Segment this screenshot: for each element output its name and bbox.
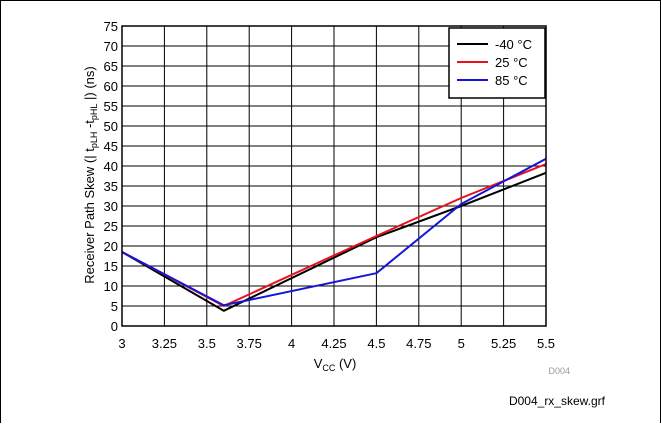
x-tick-label: 5.5 xyxy=(537,336,555,351)
y-tick-label: 0 xyxy=(111,319,118,334)
y-tick-label: 45 xyxy=(104,139,118,154)
figure-file-label: D004_rx_skew.grf xyxy=(509,394,606,408)
y-axis-ticks: 0 5 10 15 20 25 30 35 40 45 50 55 60 65 70 75 xyxy=(104,19,118,334)
x-tick-label: 5.25 xyxy=(491,336,516,351)
y-axis-label: Receiver Path Skew (| tpLH -tpHL |) (ns) xyxy=(82,66,99,284)
x-tick-label: 3 xyxy=(118,336,125,351)
x-tick-label: 4 xyxy=(288,336,295,351)
x-axis-label-main: V xyxy=(314,356,323,371)
y-tick-label: 70 xyxy=(104,39,118,54)
x-tick-label: 5 xyxy=(458,336,465,351)
x-axis-ticks: 3 3.25 3.5 3.75 4 4.25 4.5 4.75 5 5.25 5.5 xyxy=(118,336,555,351)
legend: -40 °C 25 °C 85 °C xyxy=(448,27,546,99)
legend-label: 85 °C xyxy=(495,73,528,88)
y-tick-label: 65 xyxy=(104,59,118,74)
y-tick-label: 55 xyxy=(104,99,118,114)
x-tick-label: 4.75 xyxy=(406,336,431,351)
x-axis-label-unit: (V) xyxy=(335,356,356,371)
x-tick-label: 4.5 xyxy=(367,336,385,351)
y-axis-label-sub2: pHL xyxy=(89,104,99,121)
y-axis-label-pre: Receiver Path Skew (| t xyxy=(82,148,97,284)
x-axis-label: VCC (V) xyxy=(314,356,357,373)
legend-label: 25 °C xyxy=(495,55,528,70)
x-tick-label: 3.5 xyxy=(198,336,216,351)
y-tick-label: 35 xyxy=(104,179,118,194)
figure-code-label: D004 xyxy=(548,366,570,376)
y-axis-label-mid: -t xyxy=(82,120,97,132)
legend-label: -40 °C xyxy=(495,37,532,52)
x-tick-label: 4.25 xyxy=(321,336,346,351)
y-tick-label: 5 xyxy=(111,299,118,314)
y-axis-label-sub1: pLH xyxy=(89,132,99,149)
series-line-2 xyxy=(121,157,547,307)
y-tick-label: 50 xyxy=(104,119,118,134)
y-tick-label: 10 xyxy=(104,279,118,294)
series-layer xyxy=(121,157,547,312)
y-tick-label: 30 xyxy=(104,199,118,214)
y-tick-label: 20 xyxy=(104,239,118,254)
y-tick-label: 15 xyxy=(104,259,118,274)
x-tick-label: 3.25 xyxy=(152,336,177,351)
x-axis-label-sub: CC xyxy=(322,363,335,373)
y-tick-label: 40 xyxy=(104,159,118,174)
y-tick-label: 60 xyxy=(104,79,118,94)
y-tick-label: 25 xyxy=(104,219,118,234)
plot-area xyxy=(121,25,547,327)
x-tick-label: 3.75 xyxy=(237,336,262,351)
y-axis-label-post: |) (ns) xyxy=(82,66,97,103)
series-line-0 xyxy=(121,171,547,312)
y-tick-label: 75 xyxy=(104,19,118,34)
